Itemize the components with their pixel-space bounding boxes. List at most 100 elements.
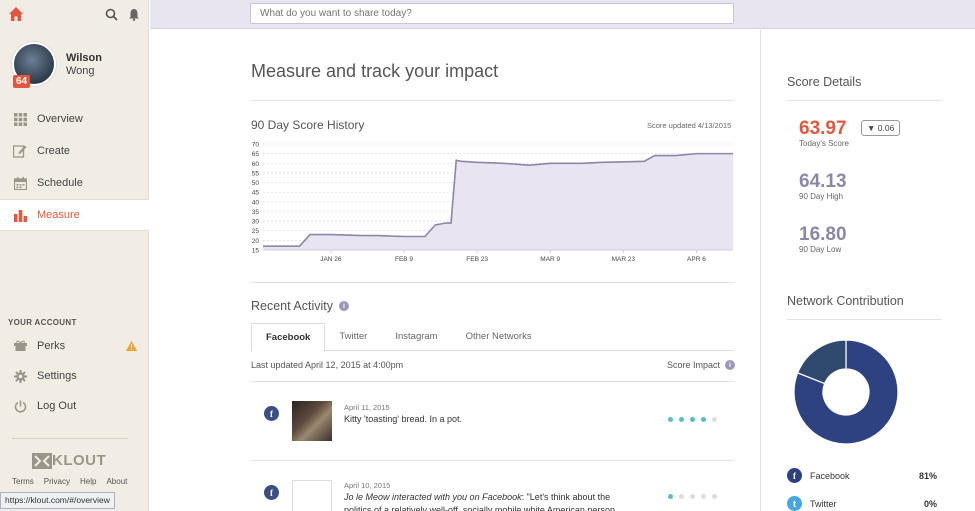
user-profile[interactable]: 64 Wilson Wong — [12, 42, 102, 88]
bell-icon[interactable] — [128, 8, 140, 21]
info-icon[interactable]: i — [725, 360, 736, 370]
calendar-icon — [13, 176, 27, 190]
twitter-icon: t — [787, 496, 802, 511]
sidebar-top — [0, 0, 148, 28]
nav-label: Measure — [37, 209, 80, 221]
y-tick-label: 70 — [252, 142, 260, 149]
page-title: Measure and track your impact — [251, 61, 499, 81]
power-icon — [13, 399, 27, 413]
nav-item-log-out[interactable]: Log Out — [0, 391, 149, 421]
klout-logo[interactable]: KLOUT — [32, 452, 106, 469]
impact-dot — [701, 417, 706, 422]
nav-label: Perks — [37, 340, 66, 352]
activity-text: Kitty 'toasting' bread. In a pot. — [344, 414, 463, 424]
impact-dot — [668, 494, 673, 499]
search-icon[interactable] — [105, 8, 118, 21]
donut-slice-other[interactable] — [796, 339, 847, 385]
footer-link-terms[interactable]: Terms — [12, 477, 34, 486]
footer-links: Terms Privacy Help About — [12, 477, 127, 486]
nav-item-measure[interactable]: Measure — [0, 199, 149, 231]
donut-slice-facebook[interactable] — [793, 339, 899, 445]
main-content: Measure and track your impact 90 Day Sco… — [150, 30, 760, 511]
sidebar-divider — [12, 438, 128, 439]
90-day-low-value: 16.80 — [799, 224, 847, 245]
impact-dot — [679, 417, 684, 422]
score-area — [263, 153, 733, 250]
nav-label: Create — [37, 145, 71, 157]
y-tick-label: 35 — [252, 209, 260, 216]
todays-score-label: Today's Score — [799, 139, 849, 148]
list-divider — [251, 460, 734, 461]
score-impact-dots — [668, 494, 717, 499]
info-icon[interactable]: i — [338, 301, 349, 311]
perks-icon — [13, 339, 27, 353]
tab-instagram[interactable]: Instagram — [395, 331, 438, 342]
klout-mark-icon — [32, 452, 52, 469]
y-tick-label: 55 — [252, 170, 260, 177]
account-nav: Perks Settings Log Out — [0, 331, 149, 421]
y-tick-label: 45 — [252, 190, 260, 197]
90-day-low-label: 90 Day Low — [799, 245, 842, 254]
score-history-chart: 15 20 25 30 35 40 45 50 55 60 65 70 JAN 26 FEB 9 FEB 2… — [252, 142, 733, 263]
tab-facebook[interactable]: Facebook — [251, 323, 326, 352]
score-line — [263, 152, 733, 247]
home-icon[interactable] — [8, 6, 24, 22]
chart-divider — [251, 282, 734, 283]
nav-item-create[interactable]: Create — [0, 135, 149, 167]
avatar[interactable]: 64 — [12, 42, 56, 88]
footer-link-help[interactable]: Help — [80, 477, 97, 486]
your-account-heading: YOUR ACCOUNT — [8, 318, 77, 327]
activity-date: April 10, 2015 — [344, 481, 391, 490]
nav-item-schedule[interactable]: Schedule — [0, 167, 149, 199]
y-tick-label: 65 — [252, 151, 260, 158]
nav-label: Schedule — [37, 177, 83, 189]
klout-logo-text: KLOUT — [52, 452, 107, 469]
nav-item-overview[interactable]: Overview — [0, 103, 149, 135]
y-tick-label: 15 — [252, 248, 260, 255]
legend-network-pct: 0% — [923, 498, 937, 509]
chart-title: 90 Day Score History — [251, 118, 365, 132]
title-divider — [251, 100, 734, 101]
share-input[interactable] — [250, 3, 734, 24]
network-tabs: Facebook Twitter Instagram Other Network… — [251, 323, 734, 352]
nav-item-perks[interactable]: Perks — [0, 331, 149, 361]
activity-item[interactable]: f April 11, 2015 Kitty 'toasting' bread.… — [251, 390, 734, 460]
score-details-panel: Score Details 63.97 ▼ 0.06 Today's Score… — [760, 30, 975, 511]
footer-link-privacy[interactable]: Privacy — [43, 477, 71, 486]
recent-activity-heading: Recent Activity i — [251, 299, 349, 313]
legend-row-twitter: t Twitter 0% — [787, 496, 937, 511]
activity-thumbnail[interactable] — [292, 401, 332, 441]
footer-link-about[interactable]: About — [106, 477, 128, 486]
activity-actor: Jo le Meow interacted with you on Facebo… — [344, 492, 522, 502]
y-tick-label: 50 — [252, 180, 260, 187]
x-tick-label: APR 6 — [687, 256, 706, 263]
tab-other-networks[interactable]: Other Networks — [465, 331, 532, 342]
score-impact-label: Score Impact — [667, 360, 721, 370]
user-last-name: Wong — [66, 65, 95, 77]
facebook-icon: f — [787, 468, 802, 483]
impact-dot — [712, 494, 717, 499]
network-contribution-divider — [787, 319, 942, 320]
tab-twitter[interactable]: Twitter — [339, 331, 368, 342]
top-bar — [150, 0, 975, 29]
legend-network-name: Facebook — [810, 470, 850, 481]
x-tick-label: FEB 23 — [466, 256, 488, 263]
activity-item[interactable]: f April 10, 2015 Jo le Meow interacted w… — [251, 470, 734, 511]
nav-item-settings[interactable]: Settings — [0, 361, 149, 391]
sidebar: 64 Wilson Wong Overview Create Schedule … — [0, 0, 149, 511]
nav-label: Log Out — [37, 400, 77, 412]
list-divider — [251, 381, 734, 382]
legend-network-name: Twitter — [810, 498, 837, 509]
recent-activity-title: Recent Activity — [251, 299, 333, 313]
legend-row-facebook: f Facebook 81% — [787, 468, 937, 483]
score-impact-header: Score Impact i — [667, 360, 736, 370]
status-bar-url: https://klout.com/#/overview — [0, 492, 115, 509]
network-contribution-title: Network Contribution — [787, 294, 904, 308]
activity-thumbnail[interactable] — [292, 480, 332, 511]
main-nav: Overview Create Schedule Measure — [0, 103, 149, 231]
user-name: Wilson Wong — [66, 52, 102, 78]
last-updated-text: Last updated April 12, 2015 at 4:00pm — [251, 360, 404, 370]
impact-dot — [690, 417, 695, 422]
score-details-title: Score Details — [787, 75, 862, 89]
y-tick-label: 25 — [252, 228, 260, 235]
